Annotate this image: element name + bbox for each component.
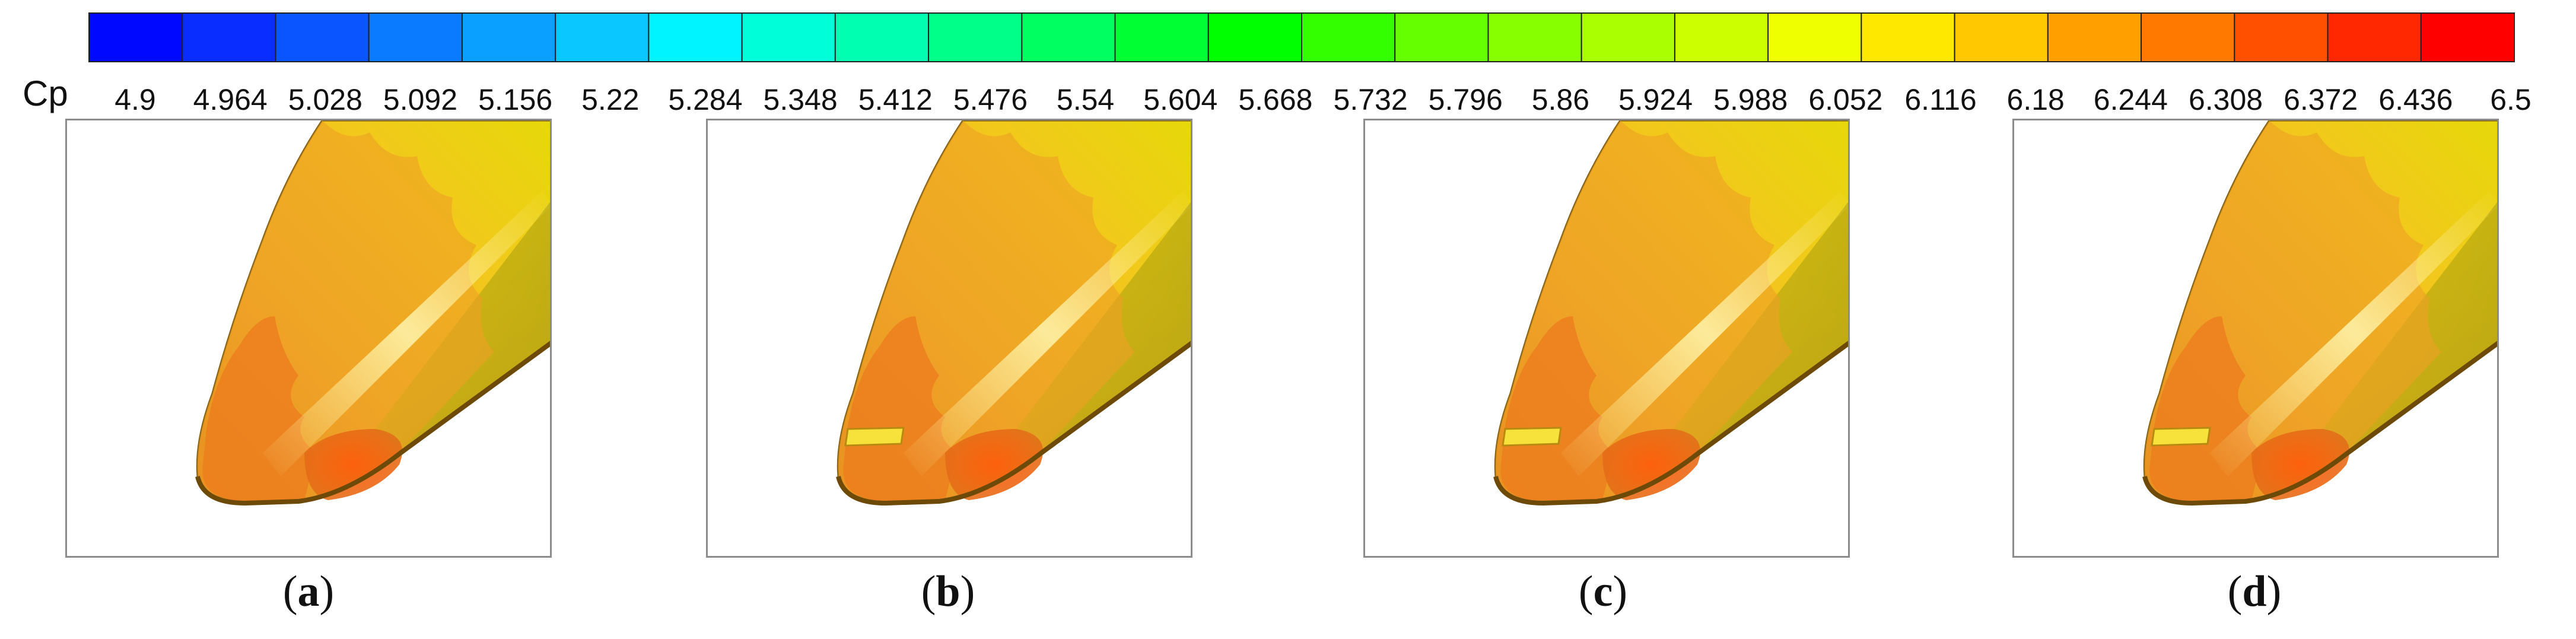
panel-caption-c: (c) <box>1360 567 1846 617</box>
colorbar-cell <box>741 12 836 62</box>
caption-close-paren: ) <box>1613 567 1628 616</box>
highlight-streak <box>1561 192 1848 476</box>
colorbar-cell <box>2420 12 2515 62</box>
transition-band <box>2151 427 2211 447</box>
colorbar-cell <box>461 12 556 62</box>
colorbar-tick-label: 5.732 <box>1334 83 1408 116</box>
colorbar-tick-label: 5.476 <box>953 83 1028 116</box>
colorbar-tick-label: 4.964 <box>193 83 268 116</box>
stagnation-zone <box>2251 429 2349 500</box>
panel-caption-d: (d) <box>2011 567 2498 617</box>
colorbar-cell <box>1674 12 1769 62</box>
panel-c <box>1363 119 1850 558</box>
transition-band <box>1502 427 1562 447</box>
colorbar-variable-label: Cp <box>23 74 68 113</box>
colorbar-cell <box>2047 12 2142 62</box>
colorbar-tick-label: 6.372 <box>2284 83 2358 116</box>
colorbar-cell <box>1487 12 1582 62</box>
stagnation-zone <box>945 429 1043 500</box>
colorbar-tick-labels: 4.9 4.964 5.028 5.092 5.156 5.22 5.284 5.348 5.4… <box>115 83 2532 116</box>
surface-plot <box>195 120 550 506</box>
stagnation-zone <box>1602 429 1700 500</box>
colorbar-tick-label: 6.116 <box>1904 83 1976 116</box>
caption-close-paren: ) <box>2266 567 2282 616</box>
panel-b <box>706 119 1192 558</box>
colorbar-cell <box>1301 12 1396 62</box>
caption-label: d <box>2242 567 2267 616</box>
colorbar-tick-label: 6.436 <box>2378 83 2453 116</box>
colorbar-cell <box>2141 12 2235 62</box>
colorbar-cell <box>368 12 463 62</box>
stagnation-zone <box>304 429 402 500</box>
colorbar-tick-label: 6.052 <box>1808 83 1882 116</box>
colorbar-cell <box>1580 12 1675 62</box>
colorbar-tick-label: 5.412 <box>858 83 933 116</box>
colorbar-cell <box>2234 12 2329 62</box>
colorbar-tick-label: 5.284 <box>668 83 742 116</box>
colorbar-cell <box>182 12 276 62</box>
surface-plot <box>836 120 1191 506</box>
colorbar-tick-label: 5.668 <box>1238 83 1312 116</box>
caption-close-paren: ) <box>960 567 975 616</box>
colorbar-cell <box>88 12 183 62</box>
body-edge <box>1493 341 1848 506</box>
body-edge <box>2142 341 2497 506</box>
colorbar-tick-label: 5.86 <box>1532 83 1589 116</box>
colorbar-tick-label: 6.244 <box>2094 83 2168 116</box>
colorbar-tick-label: 6.18 <box>2007 83 2065 116</box>
colorbar-cell <box>275 12 370 62</box>
surface-plot <box>2142 120 2497 506</box>
colorbar-tick-label: 5.54 <box>1057 83 1114 116</box>
panel-d <box>2012 119 2499 558</box>
body-edge <box>836 341 1191 506</box>
colorbar-cell <box>1767 12 1862 62</box>
transition-band <box>844 427 905 447</box>
colorbar: Cp 4.9 4.964 5.028 5.092 5.156 5.22 5.284 5.348… <box>23 12 2532 116</box>
caption-label: b <box>936 567 961 616</box>
colorbar-cell <box>648 12 743 62</box>
colorbar-cell <box>2327 12 2422 62</box>
caption-open-paren: ( <box>1578 567 1594 616</box>
colorbar-cell <box>1207 12 1303 62</box>
colorbar-tick-label: 5.22 <box>581 83 639 116</box>
surface-plot <box>1493 120 1848 506</box>
highlight-streak <box>904 192 1191 476</box>
colorbar-cell <box>834 12 930 62</box>
colorbar-cell <box>1394 12 1489 62</box>
panel-caption-a: (a) <box>65 567 552 617</box>
colorbar-tick-label: 5.092 <box>383 83 457 116</box>
caption-label: c <box>1593 567 1613 616</box>
colorbar-tick-label: 5.028 <box>288 83 362 116</box>
caption-open-paren: ( <box>2227 567 2243 616</box>
caption-open-paren: ( <box>921 567 936 616</box>
colorbar-cell <box>1114 12 1209 62</box>
panel-caption-b: (b) <box>705 567 1191 617</box>
colorbar-tick-label: 5.796 <box>1429 83 1503 116</box>
colorbar-cell <box>1954 12 2049 62</box>
colorbar-tick-label: 6.5 <box>2490 83 2532 116</box>
colorbar-tick-label: 5.156 <box>478 83 552 116</box>
colorbar-tick-label: 4.9 <box>115 83 156 116</box>
colorbar-tick-label: 5.988 <box>1713 83 1788 116</box>
colorbar-cell <box>928 12 1023 62</box>
highlight-streak <box>2210 192 2497 476</box>
colorbar-cell <box>1021 12 1116 62</box>
caption-open-paren: ( <box>282 567 298 616</box>
colorbar-tick-label: 5.348 <box>764 83 838 116</box>
colorbar-tick-label: 5.604 <box>1143 83 1217 116</box>
caption-label: a <box>297 567 320 616</box>
colorbar-cells <box>88 12 2515 62</box>
panel-a <box>65 119 552 558</box>
body-edge <box>195 341 550 506</box>
colorbar-cell <box>555 12 650 62</box>
colorbar-tick-label: 5.924 <box>1618 83 1693 116</box>
colorbar-tick-label: 6.308 <box>2189 83 2263 116</box>
colorbar-cell <box>1861 12 1955 62</box>
highlight-streak <box>263 192 550 476</box>
caption-close-paren: ) <box>319 567 335 616</box>
